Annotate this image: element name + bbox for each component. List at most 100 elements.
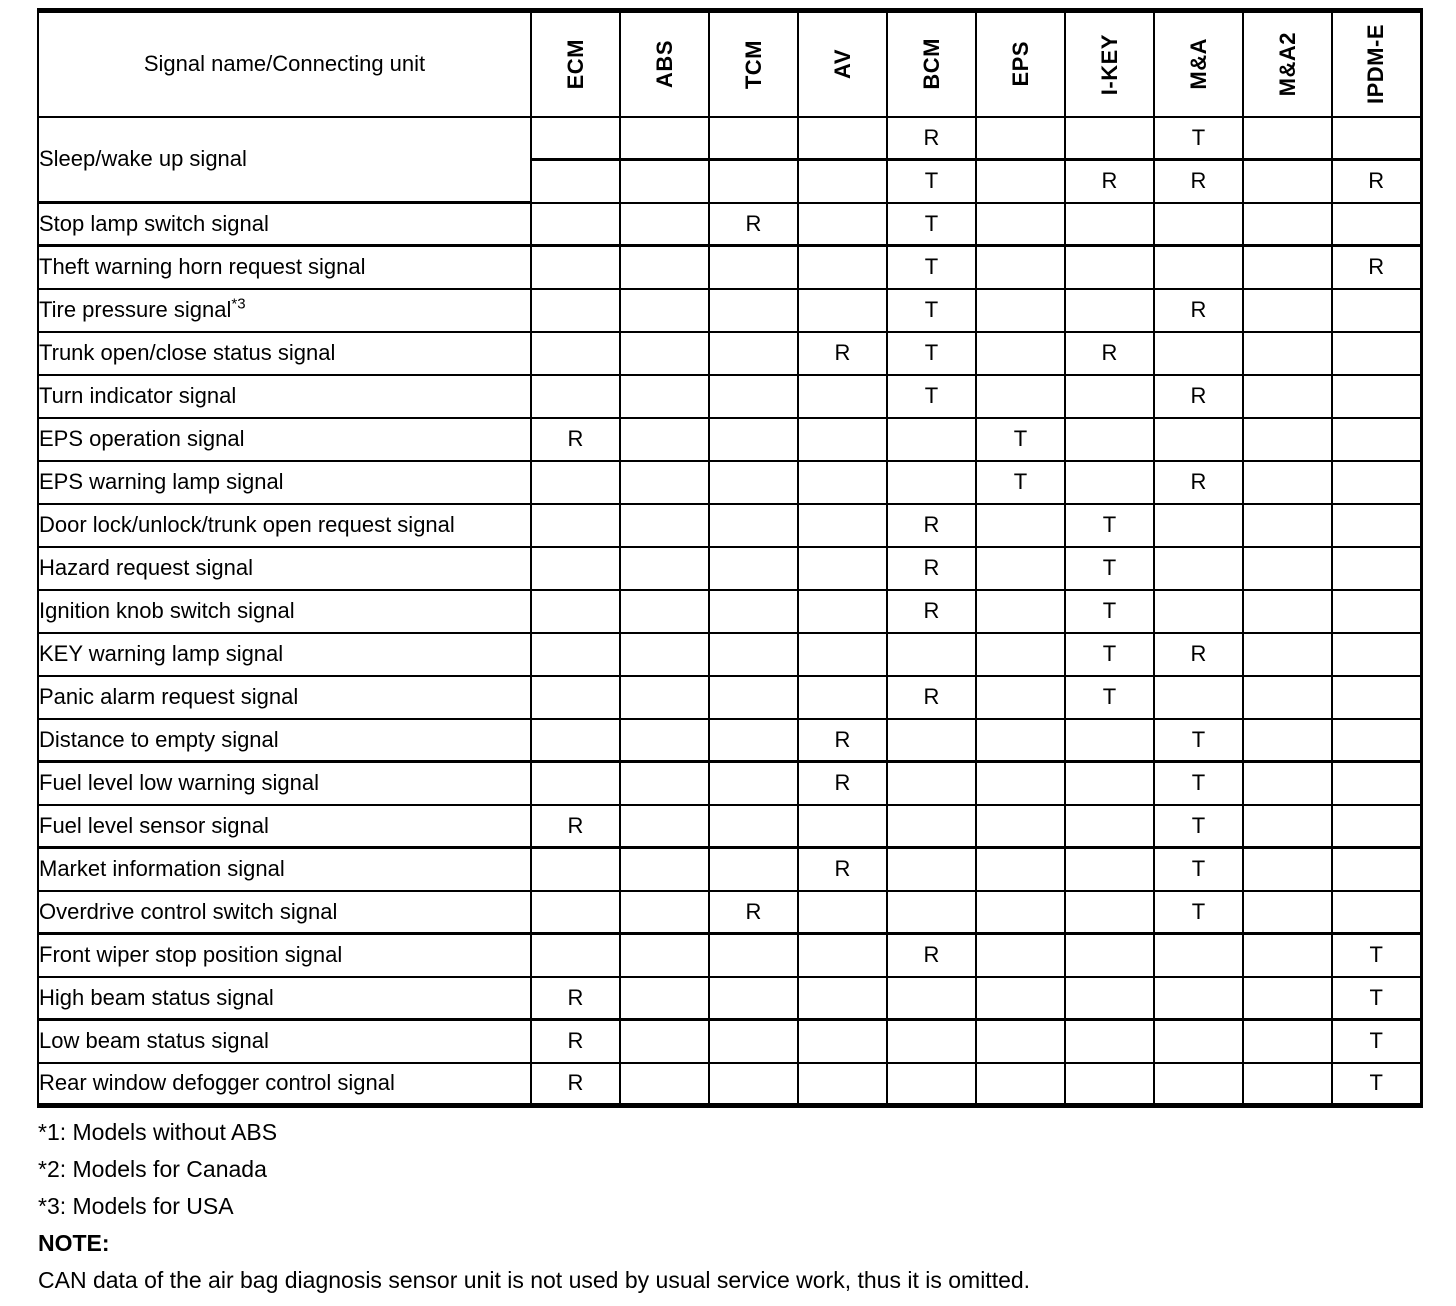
signal-value-cell: R (886, 932, 977, 978)
empty-cell (708, 932, 799, 978)
signal-name-cell: Low beam status signal (37, 1018, 532, 1064)
empty-cell (1064, 373, 1155, 419)
empty-cell (1064, 975, 1155, 1021)
column-header-tcm: TCM (708, 9, 799, 118)
signal-name-cell: Distance to empty signal (37, 717, 532, 763)
signal-value-cell: R (1153, 459, 1244, 505)
empty-cell (1242, 373, 1333, 419)
empty-cell (1331, 287, 1422, 333)
table-row: KEY warning lamp signal T R (37, 631, 1422, 677)
empty-cell (708, 287, 799, 333)
signal-value-cell: R (1331, 244, 1422, 290)
signal-name-cell: KEY warning lamp signal (37, 631, 532, 677)
empty-cell (1153, 244, 1244, 290)
empty-cell (530, 545, 621, 591)
empty-cell (1242, 416, 1333, 462)
table-row: Market information signal R T (37, 846, 1422, 892)
empty-cell (1242, 287, 1333, 333)
empty-cell (619, 889, 710, 935)
empty-cell (530, 287, 621, 333)
signal-name: Stop lamp switch signal (39, 211, 269, 236)
empty-cell (530, 459, 621, 505)
empty-cell (1331, 631, 1422, 677)
signal-value-cell: R (1153, 158, 1244, 204)
column-header-eps: EPS (975, 9, 1066, 118)
empty-cell (619, 1061, 710, 1107)
signal-value-cell: T (1331, 1061, 1422, 1107)
empty-cell (1153, 975, 1244, 1021)
empty-cell (886, 1061, 977, 1107)
empty-cell (1242, 717, 1333, 763)
column-header-label: I-KEY (1096, 33, 1122, 95)
signal-value-cell: T (1331, 975, 1422, 1021)
empty-cell (797, 932, 888, 978)
empty-cell (886, 846, 977, 892)
empty-cell (619, 373, 710, 419)
signal-name-cell: Fuel level low warning signal (37, 760, 532, 806)
empty-cell (530, 846, 621, 892)
empty-cell (619, 416, 710, 462)
empty-cell (1064, 201, 1155, 247)
empty-cell (1242, 330, 1333, 376)
empty-cell (619, 201, 710, 247)
table-row: Fuel level low warning signal R T (37, 760, 1422, 806)
column-header-ipdm-e: IPDM-E (1331, 9, 1422, 118)
signal-value-cell: T (1064, 545, 1155, 591)
empty-cell (1242, 459, 1333, 505)
empty-cell (1242, 803, 1333, 849)
empty-cell (975, 803, 1066, 849)
signal-value-cell: T (886, 373, 977, 419)
signal-value-cell: T (975, 459, 1066, 505)
empty-cell (708, 158, 799, 204)
empty-cell (1242, 115, 1333, 161)
empty-cell (1331, 201, 1422, 247)
empty-cell (797, 975, 888, 1021)
signal-value-cell: T (886, 287, 977, 333)
empty-cell (530, 244, 621, 290)
signal-value-cell: R (1153, 373, 1244, 419)
empty-cell (1331, 545, 1422, 591)
empty-cell (1242, 631, 1333, 677)
empty-cell (975, 545, 1066, 591)
note-text: CAN data of the air bag diagnosis sensor… (38, 1267, 1031, 1293)
empty-cell (708, 115, 799, 161)
empty-cell (619, 1018, 710, 1064)
signal-value-cell: R (1064, 158, 1155, 204)
signal-value-cell: R (886, 115, 977, 161)
empty-cell (619, 975, 710, 1021)
empty-cell (1331, 803, 1422, 849)
empty-cell (530, 201, 621, 247)
empty-cell (619, 674, 710, 720)
empty-cell (1331, 674, 1422, 720)
signal-name-cell: Sleep/wake up signal (37, 115, 532, 204)
signal-name-cell: Ignition knob switch signal (37, 588, 532, 634)
footnote-1: *1: Models without ABS (38, 1119, 278, 1145)
empty-cell (975, 932, 1066, 978)
empty-cell (1242, 932, 1333, 978)
signal-value-cell: T (975, 416, 1066, 462)
empty-cell (975, 975, 1066, 1021)
table-row: Tire pressure signal*3 T R (37, 287, 1422, 333)
empty-cell (1331, 889, 1422, 935)
table-row: Fuel level sensor signal R T (37, 803, 1422, 849)
empty-cell (619, 459, 710, 505)
empty-cell (708, 373, 799, 419)
empty-cell (1064, 1018, 1155, 1064)
empty-cell (797, 1018, 888, 1064)
empty-cell (1064, 803, 1155, 849)
empty-cell (1153, 330, 1244, 376)
signal-name-cell: Tire pressure signal*3 (37, 287, 532, 333)
note-label: NOTE: (38, 1230, 110, 1256)
empty-cell (1331, 588, 1422, 634)
empty-cell (708, 416, 799, 462)
signal-name: High beam status signal (39, 984, 274, 1010)
signal-value-cell: R (1331, 158, 1422, 204)
empty-cell (1242, 1061, 1333, 1107)
empty-cell (708, 975, 799, 1021)
table-row: Rear window defogger control signal R T (37, 1061, 1422, 1107)
empty-cell (619, 588, 710, 634)
table-row: Front wiper stop position signal R T (37, 932, 1422, 978)
table-row: EPS warning lamp signal T R (37, 459, 1422, 505)
empty-cell (619, 330, 710, 376)
